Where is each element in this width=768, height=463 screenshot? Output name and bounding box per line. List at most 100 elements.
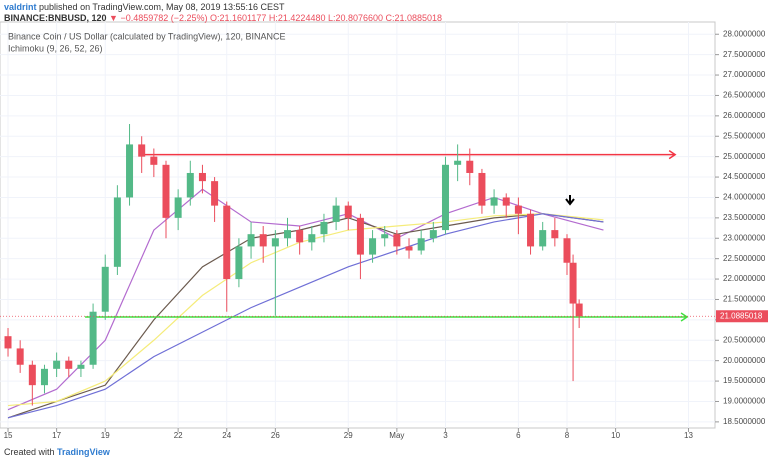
y-tick-label: 19.0000000 — [723, 397, 766, 406]
candle-body — [126, 144, 134, 198]
y-tick-label: 28.0000000 — [723, 29, 766, 38]
candle-body — [174, 197, 182, 218]
x-tick-label: 13 — [684, 431, 693, 440]
candle-body — [490, 197, 498, 206]
candle-body — [198, 172, 206, 182]
candle-body — [514, 205, 522, 214]
candle-body — [28, 364, 36, 386]
candle-body — [259, 234, 267, 247]
y-tick-label: 24.5000000 — [723, 172, 766, 181]
y-tick-label: 21.5000000 — [723, 295, 766, 304]
x-tick-label: 6 — [516, 431, 521, 440]
candle-body — [551, 230, 559, 239]
candle-body — [211, 181, 219, 206]
candle-body — [89, 311, 97, 365]
candle-body — [563, 238, 571, 263]
y-tick-label: 25.0000000 — [723, 152, 766, 161]
published: published on TradingView.com, May 08, 20… — [39, 2, 285, 12]
y-tick-label: 18.5000000 — [723, 417, 766, 426]
candle-body — [320, 221, 328, 235]
candle-body — [539, 230, 547, 247]
footer: Created with TradingView — [4, 447, 110, 457]
candle-body — [65, 360, 73, 369]
x-tick-label: 29 — [344, 431, 353, 440]
created: Created with — [4, 447, 55, 457]
candle-body — [308, 234, 316, 243]
y-tick-label: 20.0000000 — [723, 356, 766, 365]
candle-body — [77, 364, 85, 369]
brand: TradingView — [57, 447, 110, 457]
candle-body — [502, 197, 510, 206]
y-tick-label: 24.0000000 — [723, 193, 766, 202]
y-tick-label: 26.5000000 — [723, 91, 766, 100]
x-tick-label: 8 — [565, 431, 570, 440]
candle-body — [429, 230, 437, 239]
y-tick-label: 25.5000000 — [723, 131, 766, 140]
author: valdrint — [4, 2, 37, 12]
y-tick-label: 27.0000000 — [723, 70, 766, 79]
y-tick-label: 23.0000000 — [723, 233, 766, 242]
y-tick-label: 22.5000000 — [723, 254, 766, 263]
candle-body — [369, 238, 377, 255]
candle-body — [247, 234, 255, 247]
candle-body — [527, 213, 535, 247]
candle-body — [113, 197, 121, 267]
y-tick-label: 20.5000000 — [723, 335, 766, 344]
candle-body — [235, 246, 243, 280]
candle-body — [569, 262, 577, 304]
candle-body — [393, 234, 401, 247]
last-price-box — [716, 310, 768, 323]
ohlc: O:21.1601177 H:21.4224480 L:20.8076600 C… — [210, 13, 443, 23]
indicator-line — [7, 213, 604, 419]
last-price-label: 21.0885018 — [720, 311, 763, 320]
indicator-label: Ichimoku (9, 26, 52, 26) — [8, 43, 103, 53]
candle-body — [4, 336, 12, 349]
candle-body — [356, 217, 364, 255]
x-tick-label: 24 — [222, 431, 231, 440]
candle-body — [417, 238, 425, 251]
candle-body — [454, 160, 462, 165]
x-tick-label: 26 — [271, 431, 280, 440]
chart-title: Binance Coin / US Dollar (calculated by … — [8, 31, 285, 41]
candle-body — [223, 205, 231, 280]
x-tick-label: 19 — [101, 431, 110, 440]
candle-body — [53, 360, 61, 369]
y-tick-label: 23.5000000 — [723, 213, 766, 222]
x-tick-label: 3 — [443, 431, 448, 440]
down-arrow — [565, 195, 575, 206]
x-tick-label: 15 — [4, 431, 13, 440]
candle-body — [466, 160, 474, 173]
candle-body — [101, 266, 109, 312]
header-line: BINANCE:BNBUSD, 120 ▼ −0.4859782 (−2.25%… — [4, 13, 442, 23]
y-tick-label: 26.0000000 — [723, 111, 766, 120]
candle-body — [575, 303, 583, 317]
candle-body — [441, 164, 449, 231]
x-tick-label: 22 — [174, 431, 183, 440]
candle-body — [186, 172, 194, 198]
x-tick-label: 17 — [52, 431, 61, 440]
candle-body — [381, 234, 389, 239]
candle-body — [138, 144, 146, 157]
y-tick-label: 19.5000000 — [723, 376, 766, 385]
y-tick-label: 27.5000000 — [723, 50, 766, 59]
line-arrow — [680, 312, 689, 322]
candle-body — [16, 348, 24, 365]
y-tick-label: 22.0000000 — [723, 274, 766, 283]
candle-body — [40, 368, 48, 386]
candle-body — [284, 230, 292, 239]
candle-body — [162, 164, 170, 218]
candle-body — [150, 156, 158, 165]
symbol: BINANCE:BNBUSD, 120 — [4, 13, 107, 23]
candle-body — [332, 205, 340, 222]
candle-body — [344, 205, 352, 218]
line-arrow — [668, 149, 677, 160]
header-line: valdrint published on TradingView.com, M… — [4, 2, 285, 12]
candle-body — [478, 172, 486, 206]
x-tick-label: May — [389, 431, 404, 440]
change: ▼ −0.4859782 (−2.25%) — [109, 13, 208, 23]
x-tick-label: 10 — [611, 431, 620, 440]
candle-body — [271, 238, 279, 247]
candle-body — [296, 230, 304, 243]
